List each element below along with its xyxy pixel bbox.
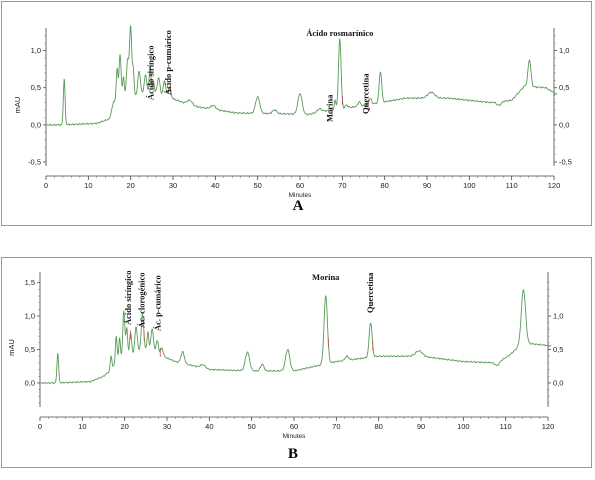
y-tick-label-left: 1,0: [31, 46, 41, 55]
y-tick-label-left: -0,5: [28, 158, 41, 167]
x-tick-label: 80: [374, 422, 382, 431]
x-tick-label: 110: [506, 181, 518, 190]
x-tick-label: 60: [296, 181, 304, 190]
y-tick-label-left: 0,5: [31, 83, 41, 92]
x-tick-label: 0: [38, 422, 42, 431]
y-tick-label-right: -0,5: [559, 158, 572, 167]
y-tick-label-right: 0,0: [559, 120, 569, 129]
panel-label: A: [293, 198, 304, 214]
peak-annotation: Ácido siríngico: [123, 270, 133, 325]
y-tick-label-right: 1,0: [559, 46, 569, 55]
peak-annotation: Morina: [312, 272, 340, 282]
x-tick-label: 70: [332, 422, 340, 431]
panel-label: B: [288, 446, 298, 462]
y-tick-label-left: 0,5: [25, 345, 35, 354]
x-axis-label: Minutes: [283, 433, 307, 440]
peak-annotation: Ác. p-cumárico: [153, 275, 163, 331]
x-tick-label: 70: [338, 181, 346, 190]
y-axis-label: mAU: [13, 97, 22, 114]
x-axis-label: Minutes: [289, 192, 313, 199]
y-axis-label: mAU: [7, 339, 16, 356]
y-tick-label-left: 0,0: [31, 120, 41, 129]
peak-annotation: Quercetina: [365, 272, 375, 313]
x-tick-label: 50: [247, 422, 255, 431]
x-tick-label: 40: [211, 181, 219, 190]
y-tick-label-left: 1,5: [25, 278, 35, 287]
x-tick-label: 30: [163, 422, 171, 431]
peak-annotation: Quercetina: [361, 73, 371, 114]
x-tick-label: 100: [457, 422, 470, 431]
x-tick-label: 90: [417, 422, 425, 431]
x-tick-label: 10: [78, 422, 86, 431]
chromatogram-panel-b: 0,0 0,5 1,0 1,5 0,0 0,5 1,0 0 10 20 30 40 50 60 70 80 90…: [1, 257, 592, 468]
x-tick-label: 30: [169, 181, 177, 190]
chromatogram-trace: [40, 289, 552, 385]
y-tick-label-right: 0,5: [553, 345, 563, 354]
x-tick-label: 110: [500, 422, 512, 431]
x-tick-label: 80: [380, 181, 388, 190]
y-tick-label-right: 1,0: [553, 312, 563, 321]
peak-annotation: Ácido rosmarínico: [306, 28, 373, 38]
y-tick-label-left: 1,0: [25, 312, 35, 321]
x-tick-label: 120: [542, 422, 555, 431]
x-tick-label: 50: [253, 181, 261, 190]
chromatogram-b-svg: 0,0 0,5 1,0 1,5 0,0 0,5 1,0 0 10 20 30 40 50 60 70 80 90…: [7, 270, 563, 462]
peak-annotation: Morina: [325, 94, 335, 122]
x-tick-label: 120: [548, 181, 561, 190]
y-tick-label-left: 0,0: [25, 378, 35, 387]
x-tick-label: 60: [290, 422, 298, 431]
chromatogram-trace: [46, 25, 558, 127]
x-tick-label: 100: [463, 181, 476, 190]
x-tick-label: 0: [44, 181, 48, 190]
x-tick-label: 40: [205, 422, 213, 431]
peak-annotation: Ácido siríngico: [146, 45, 156, 100]
chromatogram-a-svg: -0,5 0,0 0,5 1,0 -0,5 0,0 0,5 1,0 0 10 20 30 40 50 60 7…: [13, 25, 572, 214]
y-tick-label-right: 0,0: [553, 378, 563, 387]
peak-annotation: Ácido p-cumárico: [163, 30, 173, 95]
x-tick-label: 20: [126, 181, 134, 190]
chromatogram-panel-a: -0,5 0,0 0,5 1,0 -0,5 0,0 0,5 1,0 0 10 20 30 40 50 60 7…: [1, 1, 592, 226]
x-tick-label: 20: [120, 422, 128, 431]
peak-annotation: Ác. clorogénico: [137, 272, 147, 328]
y-tick-label-right: 0,5: [559, 83, 569, 92]
x-tick-label: 10: [84, 181, 92, 190]
x-tick-label: 90: [423, 181, 431, 190]
